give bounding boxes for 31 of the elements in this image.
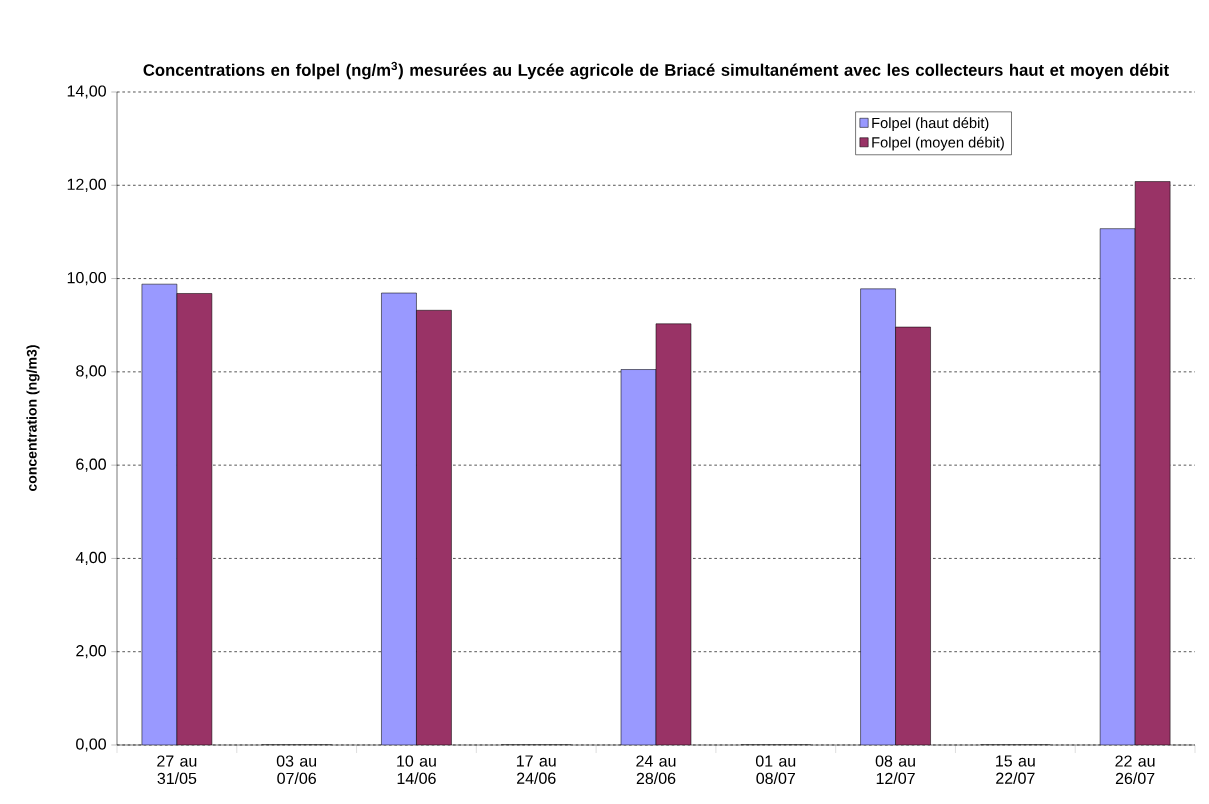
y-tick-label: 2,00	[76, 645, 106, 659]
bar	[381, 293, 417, 745]
y-tick-label: 8,00	[76, 365, 106, 379]
bar	[1099, 228, 1136, 745]
x-tick-label: 01 au 08/07	[755, 755, 796, 785]
y-tick-label: 12,00	[67, 178, 106, 192]
y-axis-title: concentration (ng/m3)	[26, 345, 40, 491]
bar	[656, 323, 691, 745]
bar	[860, 288, 896, 745]
bar	[1134, 181, 1171, 745]
y-tick-label: 10,00	[67, 271, 106, 286]
y-tick-label: 0,00	[76, 738, 106, 752]
x-tick-label: 15 au 22/07	[996, 755, 1035, 784]
legend-label: Folpel (moyen débit)	[872, 136, 1004, 151]
bar	[621, 369, 657, 745]
bar	[895, 327, 931, 745]
x-tick-label: 17 au 24/06	[516, 755, 556, 784]
y-tick-label: 6,00	[76, 458, 106, 472]
x-tick-label: 22 au 26/07	[1115, 755, 1155, 785]
bar	[176, 293, 212, 745]
legend-label: Folpel (haut débit)	[872, 117, 989, 132]
bar	[141, 284, 177, 745]
x-tick-label: 10 au 14/06	[397, 755, 436, 785]
bar	[416, 310, 452, 745]
x-tick-label: 24 au 28/06	[636, 755, 676, 785]
y-tick-label: 4,00	[75, 551, 106, 566]
chart-title: Concentrations en folpel (ng/m$^{3}$) mesurées au Lycée agricole de Briacé simultanément avec les collecteurs haut et moyen débit	[143, 61, 1169, 80]
y-tick-label: 14,00	[67, 85, 106, 99]
x-tick-label: 08 au 12/07	[875, 755, 915, 785]
x-tick-label: 03 au 07/06	[276, 755, 317, 785]
x-tick-label: 27 au 31/05	[157, 755, 197, 785]
